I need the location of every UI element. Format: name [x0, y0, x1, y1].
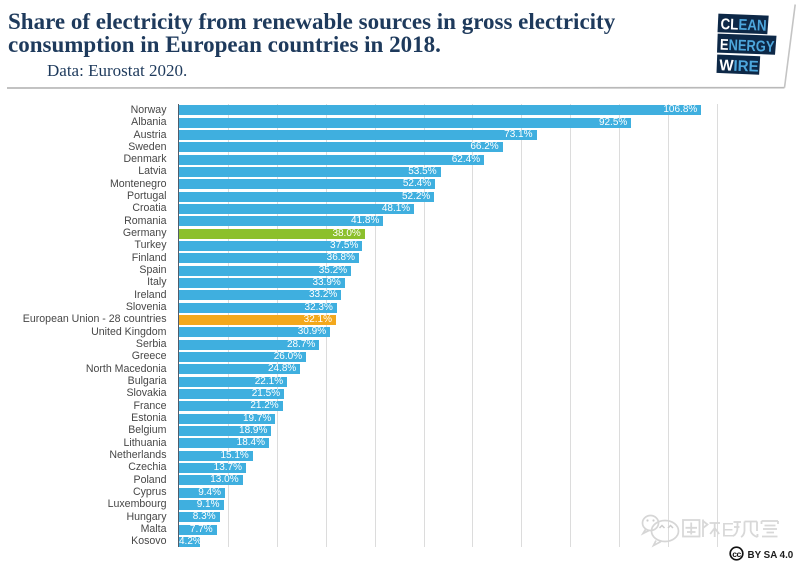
svg-text:E: E [722, 521, 735, 542]
svg-text:CLEAN: CLEAN [720, 16, 767, 35]
svg-text:WIRE: WIRE [719, 57, 759, 75]
svg-text:ENERGY: ENERGY [720, 37, 776, 56]
svg-text:BY SA 4.0: BY SA 4.0 [748, 550, 794, 561]
svg-text:cc: cc [732, 549, 741, 559]
